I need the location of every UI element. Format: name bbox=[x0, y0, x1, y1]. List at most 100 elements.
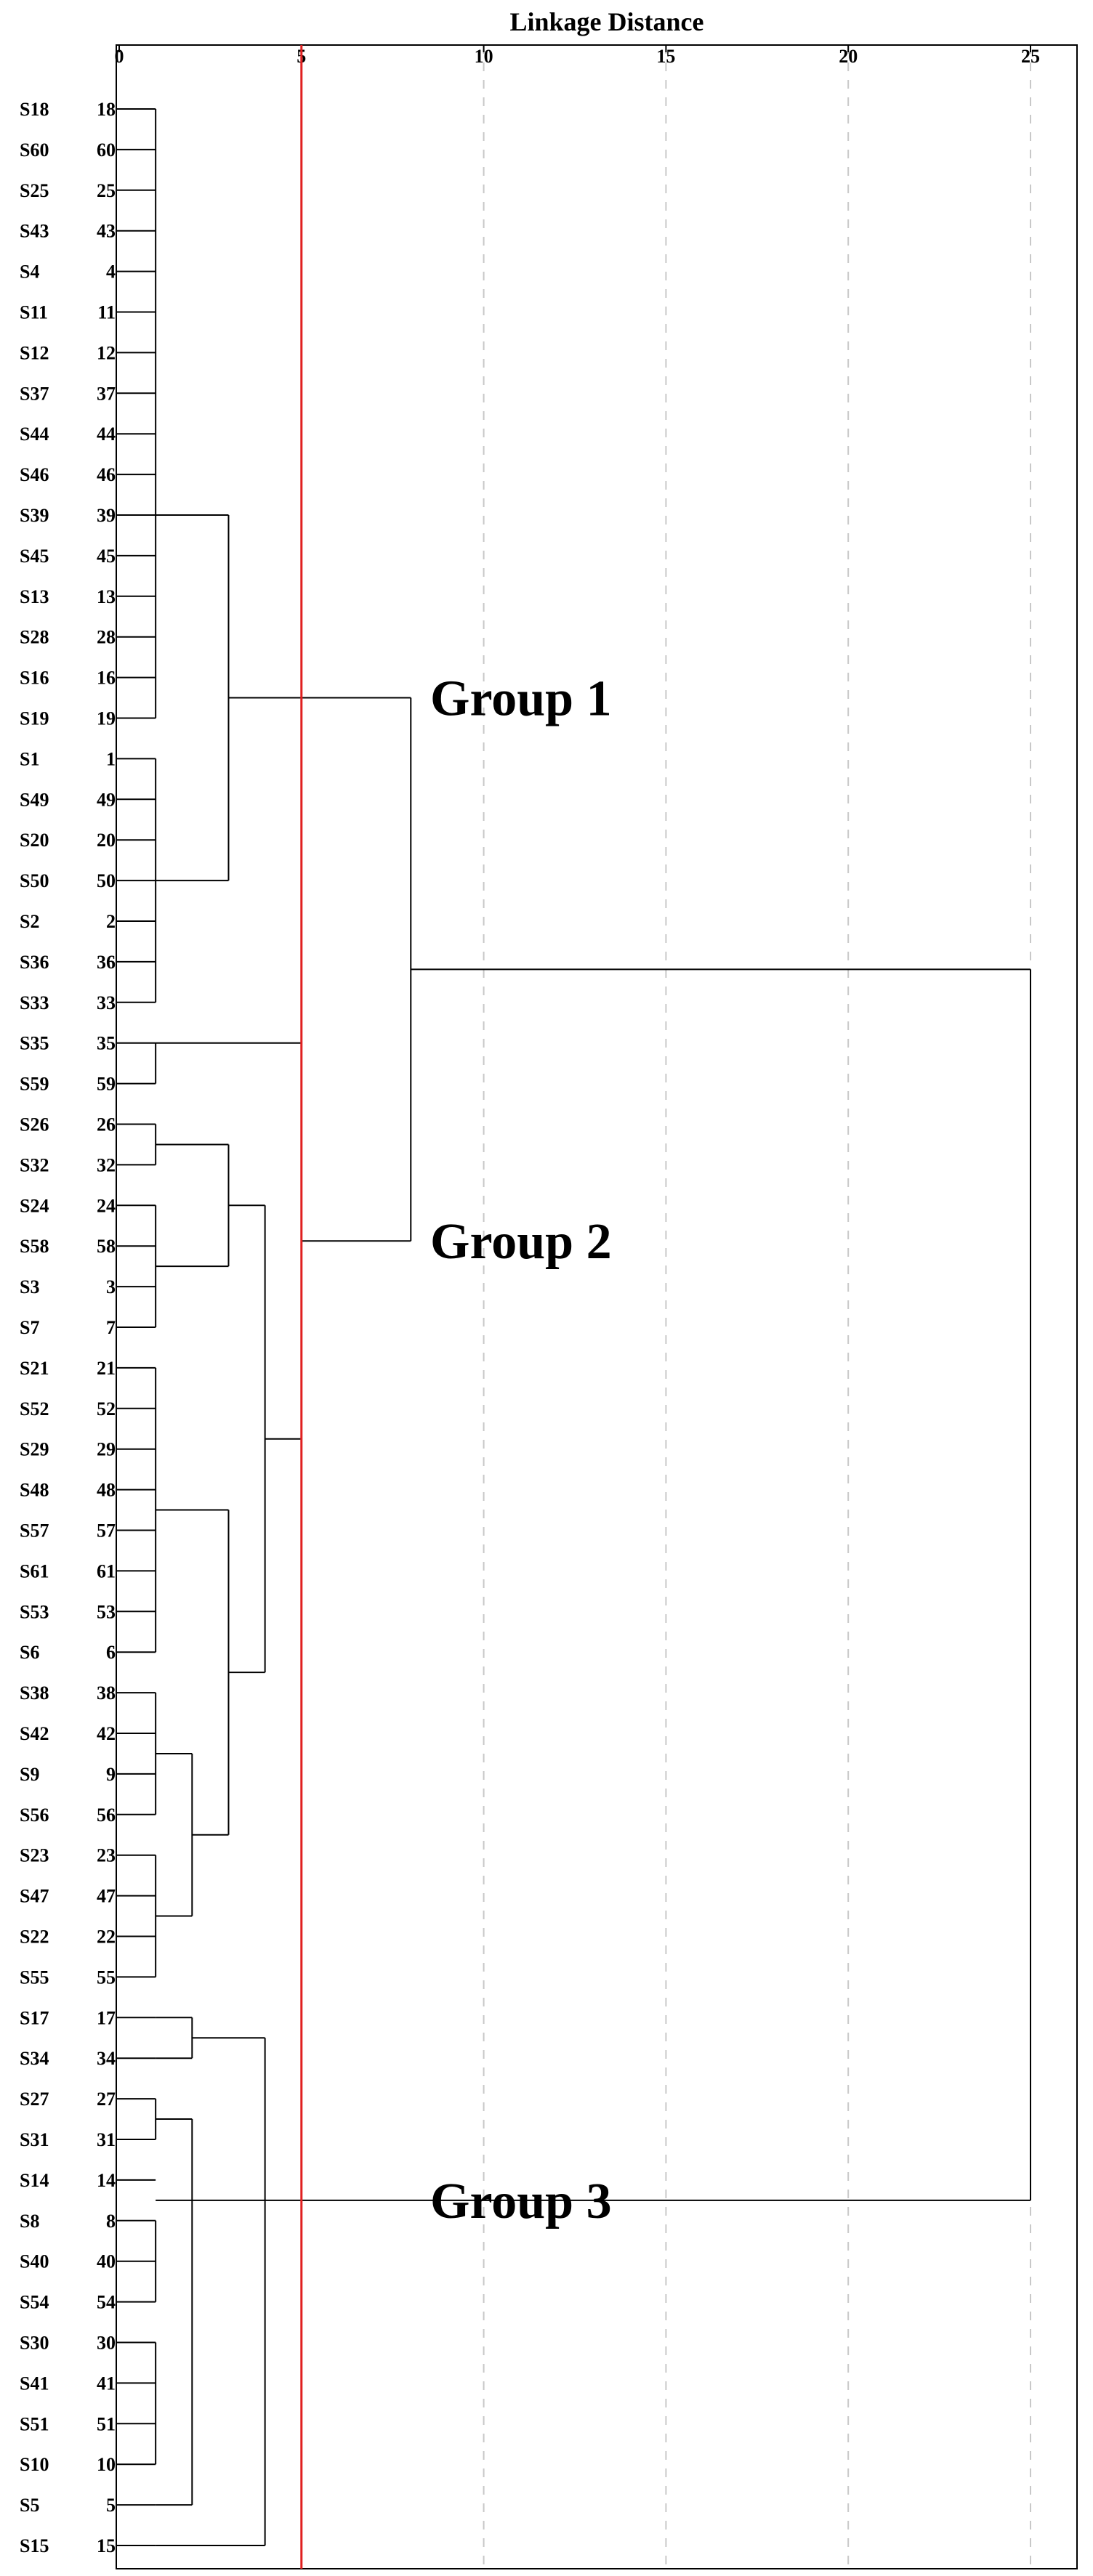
leaf-number-23: 23 bbox=[97, 1845, 116, 1866]
leaf-number-28: 28 bbox=[97, 627, 116, 648]
x-tick-label-25: 25 bbox=[1021, 46, 1040, 67]
x-axis: 0510152025 bbox=[115, 44, 1078, 2569]
leaf-number-56: 56 bbox=[97, 1805, 116, 1826]
leaf-label-S16: S16 bbox=[20, 668, 49, 689]
leaf-label-S48: S48 bbox=[20, 1480, 49, 1501]
leaf-label-S29: S29 bbox=[20, 1439, 49, 1460]
group-label-1: Group 1 bbox=[430, 671, 612, 727]
leaf-label-S52: S52 bbox=[20, 1398, 49, 1419]
leaf-number-59: 59 bbox=[97, 1074, 116, 1095]
leaf-number-61: 61 bbox=[97, 1560, 116, 1581]
leaf-number-13: 13 bbox=[97, 586, 116, 607]
x-tick-label-0: 0 bbox=[115, 46, 124, 67]
leaf-label-S31: S31 bbox=[20, 2129, 49, 2150]
leaf-number-49: 49 bbox=[97, 789, 116, 810]
leaf-label-S22: S22 bbox=[20, 1927, 49, 1948]
leaf-label-S59: S59 bbox=[20, 1074, 49, 1095]
leaf-label-S32: S32 bbox=[20, 1154, 49, 1175]
leaf-label-S14: S14 bbox=[20, 2170, 49, 2191]
leaf-number-46: 46 bbox=[97, 464, 116, 485]
leaf-label-S2: S2 bbox=[20, 911, 39, 932]
leaf-number-21: 21 bbox=[97, 1358, 116, 1379]
leaf-label-S50: S50 bbox=[20, 870, 49, 891]
leaf-number-51: 51 bbox=[97, 2413, 116, 2434]
leaf-number-15: 15 bbox=[97, 2535, 116, 2556]
leaf-label-S8: S8 bbox=[20, 2211, 39, 2232]
leaf-label-S45: S45 bbox=[20, 546, 49, 567]
leaf-label-S27: S27 bbox=[20, 2089, 49, 2110]
leaf-label-S20: S20 bbox=[20, 830, 49, 851]
leaf-number-40: 40 bbox=[97, 2251, 116, 2272]
leaf-label-S38: S38 bbox=[20, 1682, 49, 1704]
leaf-label-S26: S26 bbox=[20, 1114, 49, 1135]
leaf-label-S18: S18 bbox=[20, 99, 49, 120]
leaf-label-S28: S28 bbox=[20, 627, 49, 648]
leaf-number-52: 52 bbox=[97, 1398, 116, 1419]
leaf-label-S40: S40 bbox=[20, 2251, 49, 2272]
leaf-number-24: 24 bbox=[97, 1195, 116, 1216]
leaf-number-53: 53 bbox=[97, 1601, 116, 1622]
leaf-number-34: 34 bbox=[97, 2048, 116, 2069]
leaf-number-48: 48 bbox=[97, 1480, 116, 1501]
leaf-number-8: 8 bbox=[106, 2211, 116, 2232]
leaf-label-S42: S42 bbox=[20, 1723, 49, 1744]
x-tick-label-10: 10 bbox=[475, 46, 493, 67]
leaf-number-14: 14 bbox=[97, 2170, 116, 2191]
leaf-number-25: 25 bbox=[97, 180, 116, 201]
leaf-number-47: 47 bbox=[97, 1886, 116, 1907]
leaf-label-S36: S36 bbox=[20, 952, 49, 973]
leaf-number-58: 58 bbox=[97, 1236, 116, 1257]
leaf-label-S15: S15 bbox=[20, 2535, 49, 2556]
leaf-label-S4: S4 bbox=[20, 262, 39, 283]
leaf-number-41: 41 bbox=[97, 2373, 116, 2394]
leaf-label-S11: S11 bbox=[20, 302, 48, 323]
leaf-label-S23: S23 bbox=[20, 1845, 49, 1866]
leaf-number-11: 11 bbox=[97, 302, 116, 323]
leaf-number-45: 45 bbox=[97, 546, 116, 567]
leaf-number-27: 27 bbox=[97, 2089, 116, 2110]
leaf-number-30: 30 bbox=[97, 2333, 116, 2354]
leaf-label-S39: S39 bbox=[20, 505, 49, 526]
leaf-label-S30: S30 bbox=[20, 2333, 49, 2354]
leaf-number-60: 60 bbox=[97, 139, 116, 161]
leaf-label-S9: S9 bbox=[20, 1764, 39, 1785]
leaf-label-S3: S3 bbox=[20, 1276, 39, 1297]
leaf-label-S19: S19 bbox=[20, 708, 49, 729]
leaf-number-36: 36 bbox=[97, 952, 116, 973]
leaf-number-19: 19 bbox=[97, 708, 116, 729]
leaf-label-S60: S60 bbox=[20, 139, 49, 161]
leaf-label-S54: S54 bbox=[20, 2292, 49, 2313]
leaf-number-35: 35 bbox=[97, 1033, 116, 1054]
leaf-number-55: 55 bbox=[97, 1967, 116, 1988]
leaf-label-S12: S12 bbox=[20, 342, 49, 363]
leaf-label-S47: S47 bbox=[20, 1886, 49, 1907]
leaf-label-S44: S44 bbox=[20, 424, 49, 445]
group-label-2: Group 2 bbox=[430, 1214, 612, 1270]
leaf-label-S49: S49 bbox=[20, 789, 49, 810]
leaf-label-S58: S58 bbox=[20, 1236, 49, 1257]
leaf-label-S53: S53 bbox=[20, 1601, 49, 1622]
leaf-number-26: 26 bbox=[97, 1114, 116, 1135]
leaf-number-29: 29 bbox=[97, 1439, 116, 1460]
leaf-number-33: 33 bbox=[97, 992, 116, 1013]
x-tick-label-15: 15 bbox=[656, 46, 675, 67]
leaf-number-1: 1 bbox=[106, 748, 116, 769]
leaf-number-12: 12 bbox=[97, 342, 116, 363]
leaf-label-S5: S5 bbox=[20, 2495, 39, 2516]
leaf-label-S55: S55 bbox=[20, 1967, 49, 1988]
leaf-number-6: 6 bbox=[106, 1642, 116, 1663]
leaf-number-32: 32 bbox=[97, 1154, 116, 1175]
x-tick-label-20: 20 bbox=[839, 46, 858, 67]
leaf-label-S37: S37 bbox=[20, 383, 49, 404]
leaf-label-S56: S56 bbox=[20, 1805, 49, 1826]
leaf-label-S13: S13 bbox=[20, 586, 49, 607]
leaf-number-5: 5 bbox=[106, 2495, 116, 2516]
plot-frame bbox=[116, 44, 1078, 2569]
leaf-number-18: 18 bbox=[97, 99, 116, 120]
dendrogram-links bbox=[116, 108, 1031, 2546]
leaf-number-43: 43 bbox=[97, 221, 116, 242]
leaf-label-S10: S10 bbox=[20, 2454, 49, 2475]
leaf-number-37: 37 bbox=[97, 383, 116, 404]
group-label-3: Group 3 bbox=[430, 2174, 612, 2229]
